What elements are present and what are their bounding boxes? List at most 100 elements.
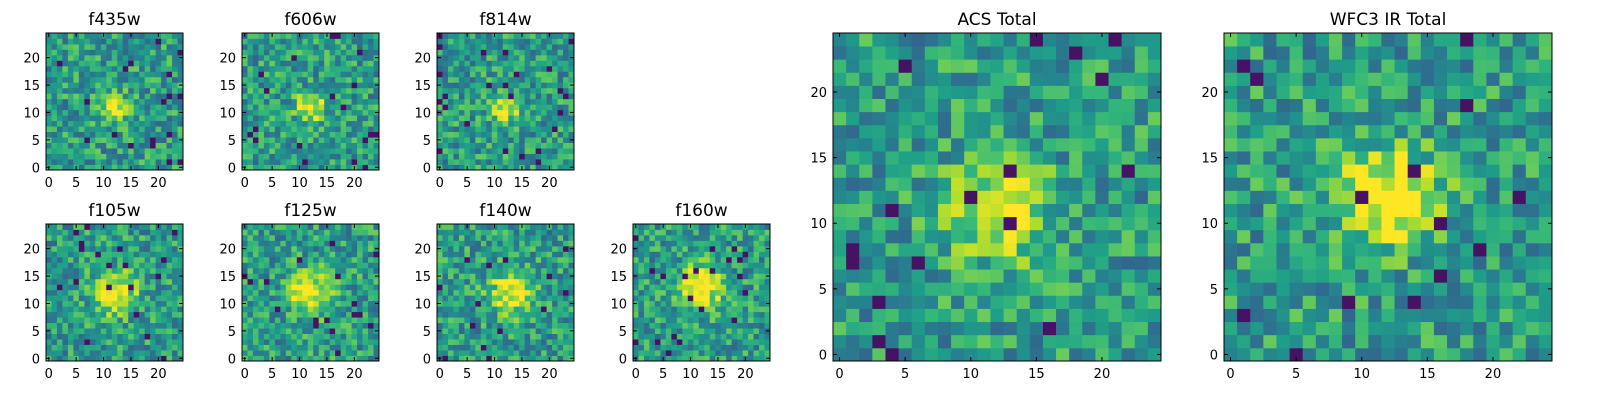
heatmap-cell: [687, 273, 694, 280]
heatmap-cell: [78, 104, 85, 111]
heatmap-cell: [335, 159, 342, 165]
heatmap-cell: [682, 256, 689, 263]
heatmap-cell: [117, 300, 124, 307]
heatmap-cell: [161, 43, 167, 50]
heatmap-cell: [67, 245, 74, 252]
heatmap-cell: [155, 262, 162, 269]
heatmap-cell: [56, 93, 63, 100]
heatmap-cell: [335, 355, 342, 362]
heatmap-cell: [89, 273, 96, 280]
heatmap-cell: [552, 224, 558, 230]
heatmap-cell: [368, 87, 374, 94]
heatmap-cell: [150, 355, 156, 362]
heatmap-cell: [150, 224, 156, 230]
heatmap-cell: [464, 289, 471, 296]
heatmap-cell: [155, 120, 162, 127]
heatmap-cell: [280, 311, 287, 318]
heatmap-cell: [671, 240, 678, 247]
heatmap-cell: [340, 251, 347, 258]
heatmap-cell: [307, 267, 314, 274]
heatmap-cell: [513, 159, 520, 165]
heatmap-cell: [654, 240, 661, 247]
heatmap-cell: [563, 120, 569, 127]
heatmap-cell: [280, 43, 287, 50]
heatmap-cell: [46, 98, 52, 105]
heatmap-cell: [346, 153, 352, 160]
heatmap-cell: [726, 251, 733, 258]
heatmap-cell: [62, 60, 69, 67]
heatmap-cell: [89, 54, 96, 61]
heatmap-cell: [242, 93, 248, 100]
heatmap-cell: [742, 267, 749, 274]
heatmap-cell: [313, 148, 320, 154]
heatmap-cell: [742, 317, 749, 324]
heatmap-cell: [346, 251, 352, 258]
heatmap-cell: [291, 344, 298, 351]
heatmap-cell: [872, 177, 886, 191]
heatmap-cell: [73, 273, 80, 280]
heatmap-cell: [519, 54, 526, 61]
heatmap-cell: [318, 328, 325, 334]
heatmap-cell: [524, 229, 531, 236]
heatmap-cell: [453, 273, 460, 280]
heatmap-cell: [122, 98, 129, 105]
heatmap-cell: [313, 137, 320, 143]
heatmap-cell: [84, 164, 91, 171]
heatmap-cell: [247, 98, 254, 105]
heatmap-cell: [111, 306, 118, 313]
heatmap-cell: [660, 245, 667, 252]
heatmap-cell: [368, 245, 374, 252]
heatmap-cell: [302, 289, 309, 296]
heatmap-cell: [144, 126, 151, 133]
heatmap-cell: [62, 317, 69, 324]
heatmap-cell: [307, 224, 314, 230]
heatmap-cell: [373, 322, 380, 329]
heatmap-cell: [665, 339, 672, 345]
heatmap-cell: [924, 308, 939, 323]
heatmap-cell: [122, 76, 129, 83]
heatmap-cell: [144, 333, 151, 340]
heatmap-cell: [62, 93, 69, 100]
heatmap-cell: [535, 120, 542, 127]
heatmap-cell: [911, 177, 926, 191]
heatmap-cell: [285, 229, 292, 236]
heatmap-cell: [263, 76, 270, 83]
heatmap-cell: [139, 131, 146, 138]
heatmap-cell: [753, 295, 760, 302]
heatmap-cell: [106, 229, 113, 236]
heatmap-cell: [269, 43, 276, 50]
heatmap-cell: [715, 295, 722, 302]
heatmap-cell: [247, 350, 254, 356]
heatmap-cell: [307, 284, 314, 291]
heatmap-cell: [335, 267, 342, 274]
heatmap-cell: [62, 350, 69, 356]
heatmap-cell: [742, 251, 749, 258]
heatmap-cell: [497, 126, 504, 133]
heatmap-cell: [753, 273, 760, 280]
heatmap-cell: [872, 256, 886, 270]
heatmap-cell: [62, 311, 69, 318]
heatmap-cell: [166, 115, 173, 122]
heatmap-cell: [106, 333, 113, 340]
heatmap-cell: [759, 256, 765, 263]
heatmap-cell: [502, 65, 509, 72]
heatmap-cell: [329, 142, 336, 149]
heatmap-cell: [368, 240, 374, 247]
heatmap-cell: [242, 262, 248, 269]
heatmap-cell: [307, 322, 314, 329]
heatmap-cell: [753, 240, 760, 247]
heatmap-cell: [313, 322, 320, 329]
heatmap-cell: [122, 245, 129, 252]
heatmap-cell: [111, 137, 118, 143]
heatmap-cell: [497, 49, 504, 56]
heatmap-cell: [258, 333, 265, 340]
heatmap-cell: [67, 229, 74, 236]
heatmap-cell: [491, 93, 498, 100]
heatmap-cell: [56, 306, 63, 313]
heatmap-cell: [464, 54, 471, 61]
heatmap-cell: [633, 289, 639, 296]
heatmap-cell: [638, 322, 645, 329]
heatmap-cell: [318, 240, 325, 247]
heatmap-cell: [296, 289, 303, 296]
heatmap-cell: [280, 251, 287, 258]
